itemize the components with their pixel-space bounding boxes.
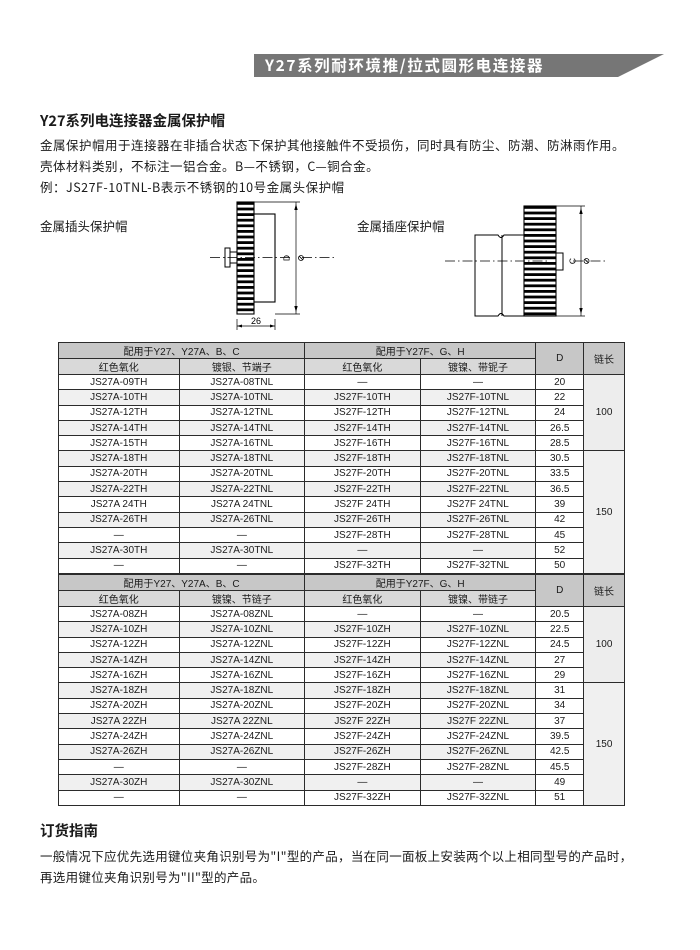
svg-text:Y27系列耐环境推/拉式圆形电连接器: Y27系列耐环境推/拉式圆形电连接器 <box>264 54 544 76</box>
svg-text:26: 26 <box>251 316 261 326</box>
svg-text:D: D <box>282 255 292 261</box>
svg-text:C: C <box>568 258 578 264</box>
